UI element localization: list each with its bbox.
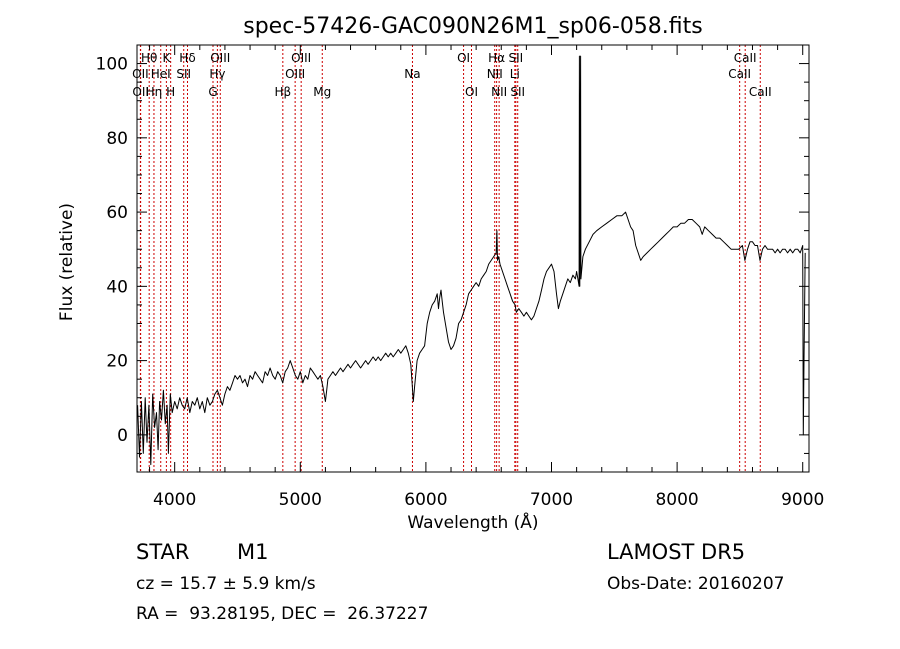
line-label: OI: [465, 85, 478, 99]
x-axis-label: Wavelength (Å): [407, 511, 538, 533]
line-label: SII: [508, 51, 523, 65]
line-label: Hη: [146, 85, 163, 99]
y-tick-label: 0: [117, 426, 128, 446]
object-subclass: M1: [237, 540, 269, 564]
line-label: CaII: [749, 85, 772, 99]
line-label: Hβ: [274, 85, 291, 99]
line-label: OIII: [291, 51, 311, 65]
x-tick-label: 5000: [279, 490, 322, 510]
observation-date: Obs-Date: 20160207: [607, 574, 785, 594]
line-label: H: [166, 85, 175, 99]
x-tick-label: 8000: [655, 490, 698, 510]
x-axis: 4000 5000 6000 7000 8000 9000: [149, 45, 824, 510]
line-label: CaII: [728, 67, 751, 81]
line-label: Mg: [313, 85, 331, 99]
line-label: SII: [510, 85, 525, 99]
y-axis-label: Flux (relative): [57, 203, 77, 321]
plot-frame: [136, 44, 810, 473]
line-label: Li: [510, 67, 520, 81]
y-tick-label: 40: [106, 277, 128, 297]
line-label: Hθ: [141, 51, 157, 65]
spectrum-line: [137, 55, 806, 466]
line-label: OIII: [210, 51, 230, 65]
spectrum: [137, 55, 806, 466]
y-tick-label: 100: [96, 55, 128, 75]
chart-title: spec-57426-GAC090N26M1_sp06-058.fits: [243, 14, 703, 39]
line-label: OI: [457, 51, 470, 65]
line-label: NII: [491, 85, 507, 99]
y-tick-label: 20: [106, 352, 128, 372]
y-tick-label: 80: [106, 129, 128, 149]
line-label: CaII: [734, 51, 757, 65]
line-label: SII: [176, 67, 191, 81]
emission-line-markers: [139, 45, 761, 472]
line-label: Na: [404, 67, 420, 81]
x-tick-label: 9000: [781, 490, 824, 510]
line-label: K: [162, 51, 171, 65]
y-tick-label: 60: [106, 203, 128, 223]
line-label: OIII: [285, 67, 305, 81]
line-label: NII: [487, 67, 503, 81]
line-label: Hγ: [209, 67, 225, 81]
line-label: G: [208, 85, 217, 99]
coordinates: RA = 93.28195, DEC = 26.37227: [136, 604, 429, 624]
line-label: HeI: [151, 67, 171, 81]
line-label: OII: [132, 67, 149, 81]
y-axis: 0 20 40 60 80 100: [96, 44, 809, 454]
x-tick-label: 6000: [404, 490, 447, 510]
x-tick-label: 7000: [530, 490, 573, 510]
survey-name: LAMOST DR5: [607, 540, 746, 564]
x-tick-label: 4000: [153, 490, 196, 510]
redshift-velocity: cz = 15.7 ± 5.9 km/s: [136, 574, 316, 594]
line-label: Hα: [488, 51, 505, 65]
object-class: STAR: [136, 540, 190, 564]
line-label: Hδ: [179, 51, 195, 65]
